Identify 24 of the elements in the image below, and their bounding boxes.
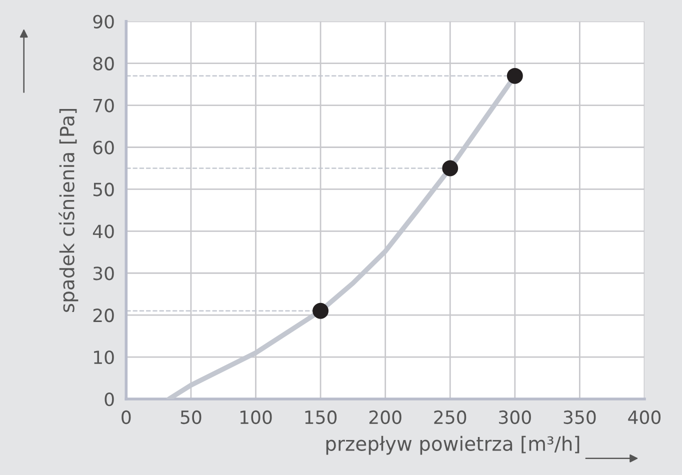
y-tick-label: 80 [93, 56, 114, 70]
x-tick-label: 350 [564, 410, 596, 424]
point [312, 302, 329, 319]
y-tick-label: 0 [104, 392, 114, 406]
y-tick-label: 90 [93, 14, 114, 28]
y-tick-label: 70 [94, 98, 114, 112]
y-tick-label: 40 [92, 224, 114, 238]
x-tick-label: 0 [122, 410, 131, 424]
y-tick-label: 10 [94, 350, 114, 364]
y-axis-title: spadek ciśnienia [Pa] [58, 108, 78, 312]
x-tick-label: 400 [628, 410, 661, 424]
x-tick-label: 150 [305, 410, 337, 424]
y-tick-label: 20 [93, 308, 114, 322]
y-tick-label: 50 [93, 182, 114, 196]
y-tick-label: 60 [93, 140, 114, 154]
x-tick-label: 300 [499, 410, 531, 424]
y-tick-label: 30 [93, 266, 114, 280]
x-tick-label: 100 [240, 410, 272, 424]
point [442, 160, 458, 176]
x-axis-title: przepływ powietrza [m³/h] [326, 436, 580, 455]
x-tick-label: 50 [180, 410, 202, 424]
x-tick-label: 250 [434, 410, 466, 424]
point [506, 68, 523, 84]
x-tick-label: 200 [369, 410, 402, 424]
